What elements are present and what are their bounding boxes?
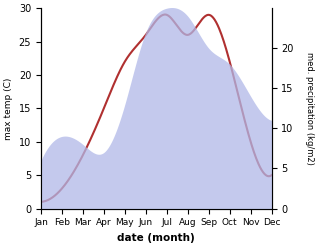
- X-axis label: date (month): date (month): [117, 233, 195, 243]
- Y-axis label: max temp (C): max temp (C): [4, 77, 13, 140]
- Y-axis label: med. precipitation (kg/m2): med. precipitation (kg/m2): [305, 52, 314, 165]
